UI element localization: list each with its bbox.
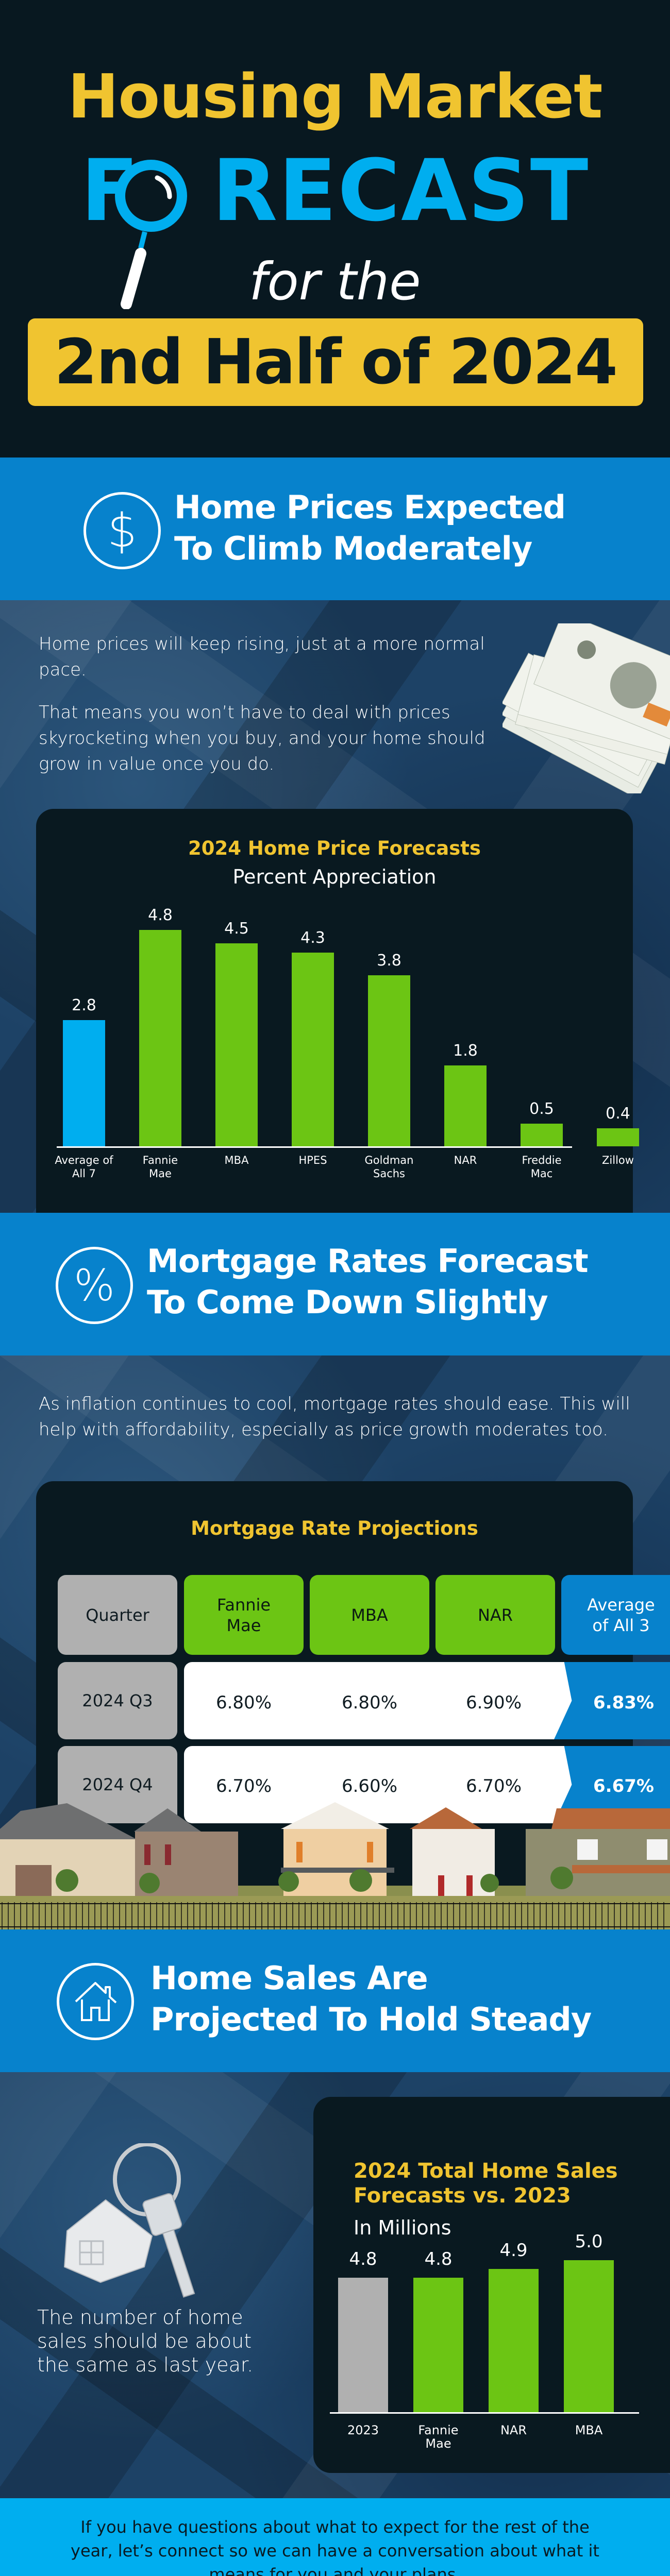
dollar-icon: $	[83, 492, 161, 569]
bar-value-label: 3.8	[377, 951, 401, 970]
sales-chart-subtitle: In Millions	[354, 2216, 451, 2239]
period-banner: 2nd Half of 2024	[28, 318, 643, 406]
title-forecast: F RECAST	[0, 148, 670, 233]
row-q3-fannie: 6.80%	[215, 1692, 272, 1713]
bar-value-label: 4.8	[349, 2249, 377, 2269]
x-tick-label: Fannie Mae	[142, 1154, 178, 1180]
header-mba: MBA	[310, 1575, 429, 1655]
bar-2023: 4.8	[338, 2249, 388, 2412]
header-average: Average of All 3	[561, 1575, 670, 1655]
bar-fannie-mae: 4.8	[413, 2249, 463, 2412]
x-tick-label: MBA	[224, 1154, 249, 1166]
row-q4-average: 6.67%	[593, 1776, 654, 1797]
sales-chart-title: 2024 Total Home Sales Forecasts vs. 2023	[354, 2159, 618, 2208]
row-q4-fannie: 6.70%	[215, 1776, 272, 1797]
bar-value-label: 5.0	[575, 2231, 603, 2252]
bar-value-label: 4.9	[499, 2240, 528, 2261]
x-tick-label: MBA	[575, 2423, 603, 2437]
house-outline-icon	[75, 1982, 117, 2021]
row-q3-nar: 6.90%	[465, 1692, 522, 1713]
home-price-chart-card: 2024 Home Price Forecasts Percent Apprec…	[36, 809, 639, 1213]
x-axis-line	[57, 1146, 572, 1148]
home-sales-bar-chart: 4.8 2023 4.8 Fannie Mae 4.9 NAR 5.0 MBA	[313, 2097, 670, 2473]
mortgage-table-title: Mortgage Rate Projections	[191, 1517, 478, 1539]
home-sales-chart-card: 2024 Total Home Sales Forecasts vs. 2023…	[313, 2097, 670, 2473]
bar-fannie-mae: 4.8	[139, 906, 181, 1146]
bar-value-label: 2.8	[72, 996, 96, 1014]
bar-nar: 1.8	[444, 1042, 487, 1146]
percent-icon: %	[56, 1247, 133, 1324]
x-tick-label: Freddie Mac	[522, 1154, 562, 1180]
period-text: 2nd Half of 2024	[54, 326, 618, 398]
section-title-mortgage: Mortgage Rates Forecast To Come Down Sli…	[147, 1242, 589, 1321]
row-q3-average: 6.83%	[593, 1692, 654, 1713]
row-q4-nar: 6.70%	[465, 1776, 522, 1797]
row-q3-quarter: 2024 Q3	[58, 1662, 177, 1739]
row-q4-mba: 6.60%	[341, 1776, 397, 1797]
title-for-the: for the	[249, 251, 421, 312]
x-tick-label: NAR	[454, 1154, 477, 1166]
house-keychain-image	[63, 2143, 195, 2298]
x-tick-label: Average of All 7	[55, 1154, 113, 1180]
bar-freddie-mac: 0.5	[521, 1100, 563, 1146]
magnifying-glass-icon	[115, 160, 187, 309]
x-tick-label: Goldman Sachs	[364, 1154, 414, 1180]
cta-text: If you have questions about what to expe…	[71, 2517, 599, 2576]
chart-title: 2024 Home Price Forecasts	[188, 837, 481, 859]
section-title-sales: Home Sales Are Projected To Hold Steady	[150, 1959, 592, 2038]
bar-goldman-sachs: 3.8	[368, 952, 410, 1146]
home-price-bar-chart: 2.8 Average of All 7 4.8 Fannie Mae 4.5 MBA 4.3 H…	[55, 809, 639, 1213]
x-axis-line	[330, 2412, 639, 2414]
bar-value-label: 4.8	[424, 2249, 453, 2269]
houses-image	[0, 1802, 670, 1929]
row-q4-values	[184, 1746, 576, 1823]
title-housing-market: Housing Market	[68, 61, 602, 132]
row-q3-values	[184, 1662, 576, 1739]
bar-value-label: 4.5	[224, 920, 249, 938]
bar-nar: 4.9	[489, 2240, 539, 2412]
prices-paragraph-1: Home prices will keep rising, just at a …	[39, 634, 485, 680]
bar-mba: 4.5	[215, 920, 258, 1146]
x-tick-label: HPES	[298, 1154, 327, 1166]
bar-value-label: 1.8	[453, 1041, 478, 1060]
bar-value-label: 0.4	[606, 1105, 630, 1123]
sales-paragraph: The number of home sales should be about…	[37, 2306, 254, 2376]
header-fannie-mae: Fannie Mae	[184, 1575, 304, 1655]
forecast-recast: RECAST	[212, 141, 590, 240]
header-quarter: Quarter	[58, 1575, 177, 1655]
bar-value-label: 0.5	[529, 1100, 554, 1118]
bar-value-label: 4.3	[300, 928, 325, 947]
x-tick-label: Zillow	[602, 1154, 634, 1166]
money-stack-image	[502, 623, 670, 793]
row-q3-mba: 6.80%	[341, 1692, 397, 1713]
prices-paragraph-2: That means you won’t have to deal with p…	[39, 702, 485, 774]
x-tick-label: Fannie Mae	[418, 2423, 459, 2451]
cta-banner: If you have questions about what to expe…	[0, 2498, 670, 2576]
chart-subtitle: Percent Appreciation	[232, 866, 437, 888]
x-tick-label: NAR	[500, 2423, 527, 2437]
bar-mba: 5.0	[564, 2231, 614, 2412]
row-q3-average-bg	[554, 1662, 670, 1739]
header-nar: NAR	[435, 1575, 555, 1655]
bar-hpes: 4.3	[292, 929, 334, 1146]
mortgage-paragraph: As inflation continues to cool, mortgage…	[39, 1394, 630, 1440]
bar-average-of-all-7: 2.8	[63, 996, 105, 1146]
house-icon	[57, 1963, 134, 2040]
bar-value-label: 4.8	[148, 906, 173, 924]
x-tick-label: 2023	[347, 2423, 379, 2437]
section-title-prices: Home Prices Expected To Climb Moderately	[174, 488, 566, 567]
bar-zillow: 0.4	[597, 1105, 639, 1146]
